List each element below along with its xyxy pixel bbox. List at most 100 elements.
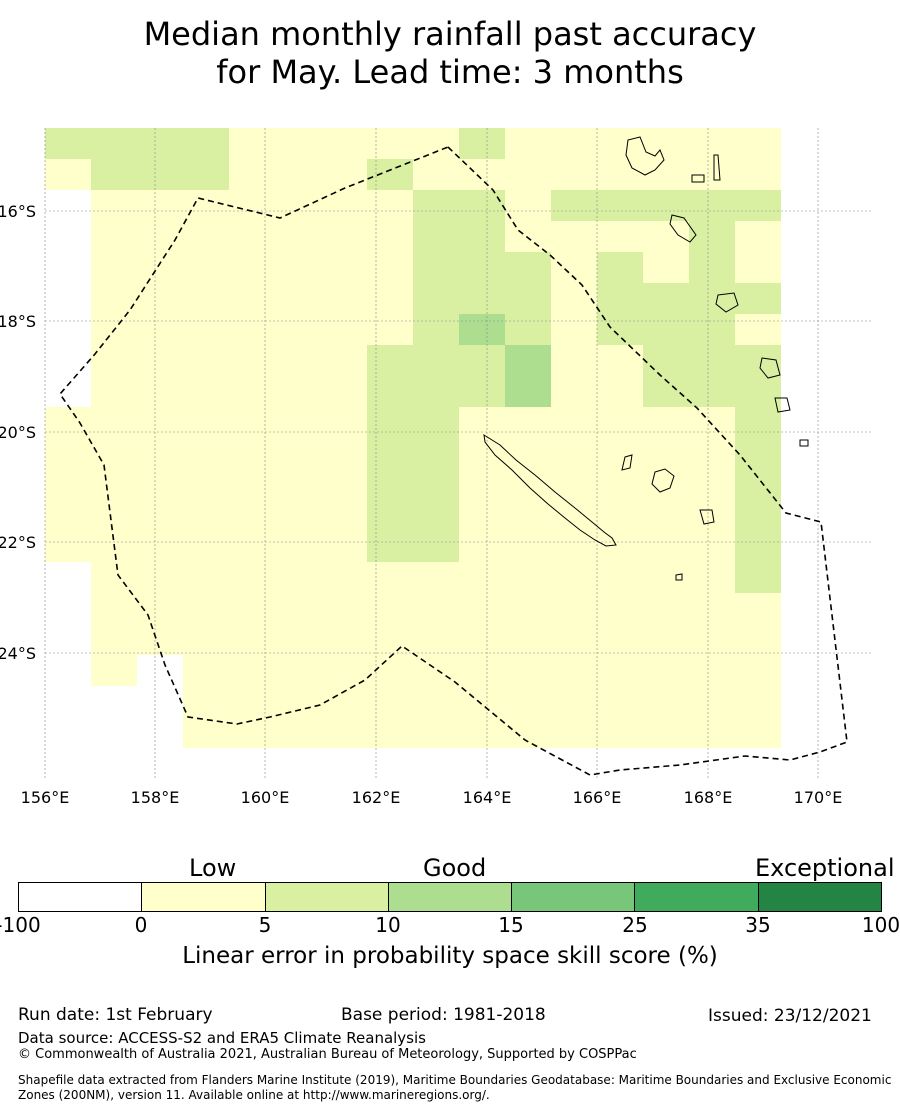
grid-cell xyxy=(413,655,459,686)
grid-cell xyxy=(551,314,597,345)
grid-cell xyxy=(459,376,505,407)
grid-cell xyxy=(689,314,735,345)
grid-cell xyxy=(137,624,183,655)
grid-cell xyxy=(643,407,689,438)
grid-cell xyxy=(275,128,321,159)
grid-cell xyxy=(551,190,597,221)
grid-cell xyxy=(551,438,597,469)
grid-cell xyxy=(459,686,505,717)
grid-cell xyxy=(551,562,597,593)
grid-cell xyxy=(597,345,643,376)
grid-cell xyxy=(275,686,321,717)
grid-cell xyxy=(551,655,597,686)
colorbar-tick: 15 xyxy=(498,913,524,937)
grid-cell xyxy=(45,686,91,717)
grid-cell xyxy=(597,190,643,221)
grid-cell xyxy=(597,593,643,624)
grid-cell xyxy=(597,686,643,717)
grid-cell xyxy=(367,438,413,469)
grid-cell xyxy=(45,438,91,469)
grid-cell xyxy=(735,717,781,748)
grid-cell xyxy=(229,593,275,624)
colorbar-segment xyxy=(19,883,143,911)
grid-cell xyxy=(505,624,551,655)
longitude-label: 156°E xyxy=(21,788,70,807)
grid-cell xyxy=(597,531,643,562)
grid-cell xyxy=(459,283,505,314)
grid-cell xyxy=(45,655,91,686)
grid-cell xyxy=(505,438,551,469)
malakula-coastline xyxy=(669,214,697,243)
grid-cell xyxy=(413,407,459,438)
grid-cell xyxy=(91,159,137,190)
grid-cell xyxy=(643,190,689,221)
grid-cell xyxy=(413,283,459,314)
grid-cell xyxy=(45,717,91,748)
grid-cell xyxy=(137,655,183,686)
colorbar-tick: -100 xyxy=(0,913,41,937)
grid-cell xyxy=(643,686,689,717)
espiritu-santo-coastline xyxy=(625,136,665,176)
grid-cell xyxy=(91,407,137,438)
grid-cell xyxy=(137,221,183,252)
grid-cell xyxy=(367,314,413,345)
colorbar-tick: 10 xyxy=(375,913,401,937)
grid-cell xyxy=(735,314,781,345)
grid-cell xyxy=(735,624,781,655)
colorbar-segment xyxy=(635,883,759,911)
grid-cell xyxy=(229,407,275,438)
grid-cell xyxy=(551,624,597,655)
grid-cell xyxy=(229,221,275,252)
grid-cell xyxy=(643,438,689,469)
grid-cell xyxy=(91,376,137,407)
colorbar-segment xyxy=(388,883,513,911)
grid-cell xyxy=(229,717,275,748)
run-date: Run date: 1st February xyxy=(18,1005,213,1025)
grid-cell xyxy=(689,376,735,407)
colorbar-caption-low: Low xyxy=(189,854,237,882)
grid-cell xyxy=(643,531,689,562)
colorbar-label: Linear error in probability space skill … xyxy=(182,943,718,969)
grid-cell xyxy=(321,500,367,531)
grid-cell xyxy=(689,624,735,655)
grid-cell xyxy=(275,593,321,624)
erromango-coastline xyxy=(759,357,781,379)
grid-cell xyxy=(735,500,781,531)
grid-cell xyxy=(91,655,137,686)
grid-cell xyxy=(229,252,275,283)
grid-cell xyxy=(459,562,505,593)
grid-cell xyxy=(367,500,413,531)
grid-cell xyxy=(505,407,551,438)
skill-grid xyxy=(45,128,781,748)
grid-cell xyxy=(735,562,781,593)
grid-cell xyxy=(91,283,137,314)
grid-cell xyxy=(229,686,275,717)
grid-cell xyxy=(735,531,781,562)
grid-cell xyxy=(91,252,137,283)
grid-cell xyxy=(45,593,91,624)
grid-cell xyxy=(91,190,137,221)
longitude-label: 164°E xyxy=(463,788,512,807)
grid-cell xyxy=(413,593,459,624)
ambrym-coastline xyxy=(691,174,705,183)
grid-cell xyxy=(413,531,459,562)
grid-cell xyxy=(735,252,781,283)
colorbar-caption-exceptional: Exceptional xyxy=(755,854,895,882)
grid-cell xyxy=(91,717,137,748)
longitude-label: 162°E xyxy=(352,788,401,807)
colorbar-tick: 0 xyxy=(134,913,148,937)
tanna-coastline xyxy=(774,397,791,413)
grid-cell xyxy=(551,407,597,438)
grid-cell xyxy=(137,190,183,221)
grid-cell xyxy=(689,500,735,531)
grid-cell xyxy=(229,531,275,562)
base-period: Base period: 1981-2018 xyxy=(341,1005,546,1025)
grid-cell xyxy=(551,531,597,562)
grid-cell xyxy=(229,624,275,655)
grid-cell xyxy=(689,283,735,314)
data-source: Data source: ACCESS-S2 and ERA5 Climate … xyxy=(18,1029,426,1047)
grid-cell xyxy=(229,345,275,376)
grid-cell xyxy=(413,624,459,655)
grid-cell xyxy=(183,531,229,562)
new-caledonia-coastline xyxy=(483,434,617,547)
